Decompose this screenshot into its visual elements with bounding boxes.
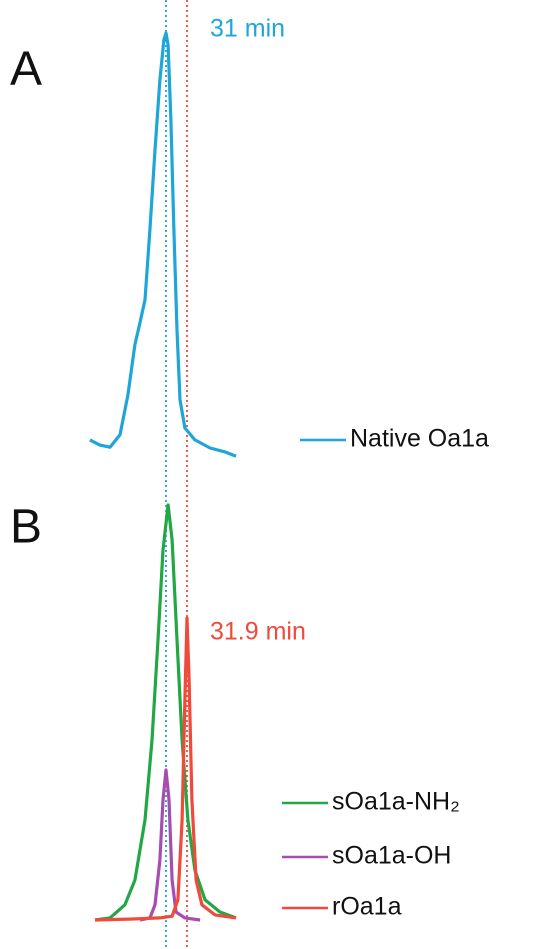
trace xyxy=(139,768,201,922)
legend-label: sOa1a-OH xyxy=(332,842,451,870)
trace xyxy=(94,503,237,922)
annotation: 31.9 min xyxy=(210,618,306,646)
trace xyxy=(94,616,237,922)
panel-label: A xyxy=(10,43,42,96)
panel-label: B xyxy=(10,501,42,554)
legend-label: rOa1a xyxy=(332,893,402,921)
trace xyxy=(89,31,237,458)
legend-label: sOa1a-NH₂ xyxy=(332,788,460,816)
annotation: 31 min xyxy=(210,15,285,43)
legend-label: Native Oa1a xyxy=(350,425,489,453)
